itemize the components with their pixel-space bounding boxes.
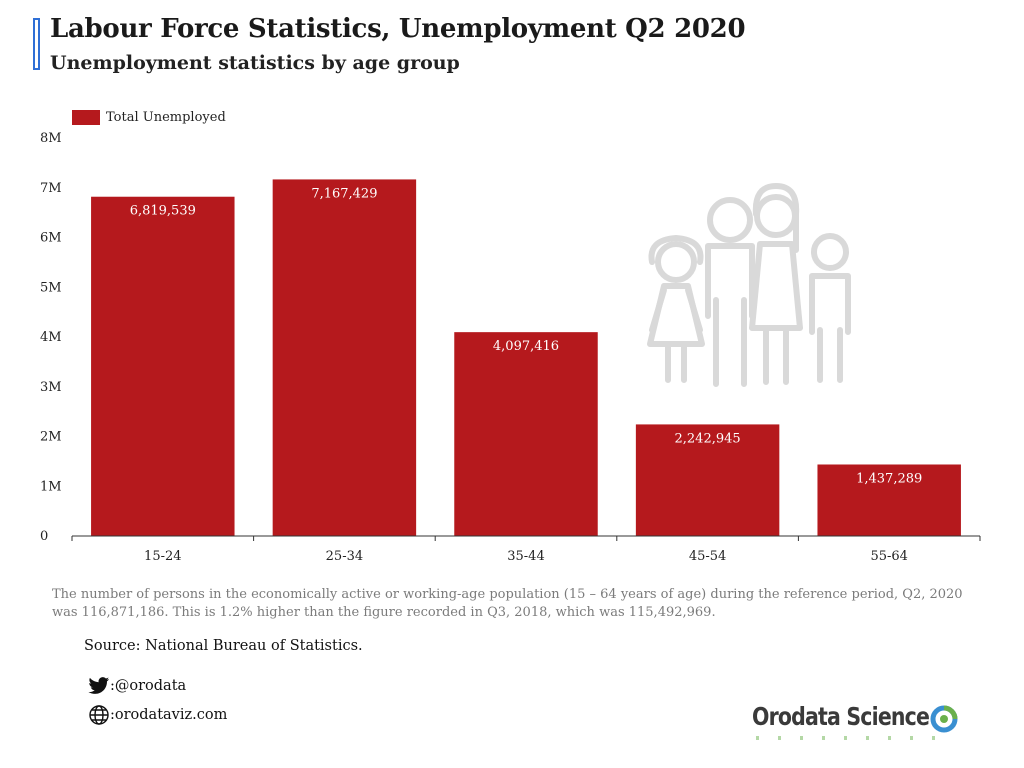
chart-legend: Total Unemployed [72, 110, 226, 125]
twitter-handle[interactable]: :@orodata [88, 676, 186, 696]
globe-icon [89, 705, 109, 725]
y-tick-label: 3M [40, 380, 62, 395]
x-tick-label: 25-34 [326, 549, 363, 564]
legend-swatch [72, 110, 100, 125]
bar-value-label: 1,437,289 [856, 471, 922, 486]
orodata-logo-icon [930, 705, 958, 733]
brand-underline-dots [756, 736, 936, 740]
bar-55-64 [817, 464, 961, 536]
y-tick-label: 6M [40, 231, 62, 246]
chart-title: Labour Force Statistics, Unemployment Q2… [50, 14, 746, 44]
bar-value-label: 2,242,945 [675, 431, 741, 446]
y-tick-label: 5M [40, 280, 62, 295]
y-tick-label: 4M [40, 330, 62, 345]
x-tick-label: 15-24 [144, 549, 181, 564]
twitter-bird-icon [88, 677, 110, 694]
legend-label: Total Unemployed [106, 110, 226, 125]
family-icon [647, 183, 851, 387]
y-tick-label: 0 [40, 529, 48, 544]
y-tick-label: 8M [40, 131, 62, 146]
bar-value-label: 6,819,539 [130, 204, 196, 219]
y-tick-label: 2M [40, 430, 62, 445]
x-tick-label: 35-44 [507, 549, 544, 564]
bar-25-34 [272, 179, 417, 536]
bar-chart: 6,819,539 7,167,429 4,097,416 2,242,945 1,43… [40, 131, 981, 564]
y-tick-label: 1M [40, 479, 62, 494]
title-accent-bar [33, 18, 40, 70]
chart-subtitle: Unemployment statistics by age group [50, 52, 460, 74]
bar-45-54 [635, 424, 780, 536]
x-tick-label: 55-64 [870, 549, 907, 564]
bar-value-label: 7,167,429 [311, 186, 377, 201]
website-text: :orodataviz.com [110, 707, 228, 723]
brand-name: Orodata Science [752, 702, 930, 731]
bar-value-label: 4,097,416 [493, 339, 559, 354]
x-tick-label: 45-54 [689, 549, 726, 564]
bar-15-24 [91, 196, 235, 536]
source-text: Source: National Bureau of Statistics. [84, 638, 363, 654]
bar-35-44 [454, 332, 598, 536]
y-tick-label: 7M [40, 181, 62, 196]
twitter-handle-text: :@orodata [110, 678, 187, 694]
brand-logo: Orodata Science [752, 702, 968, 740]
footnote-text: The number of persons in the economicall… [52, 587, 963, 620]
website-link[interactable]: :orodataviz.com [88, 704, 227, 726]
